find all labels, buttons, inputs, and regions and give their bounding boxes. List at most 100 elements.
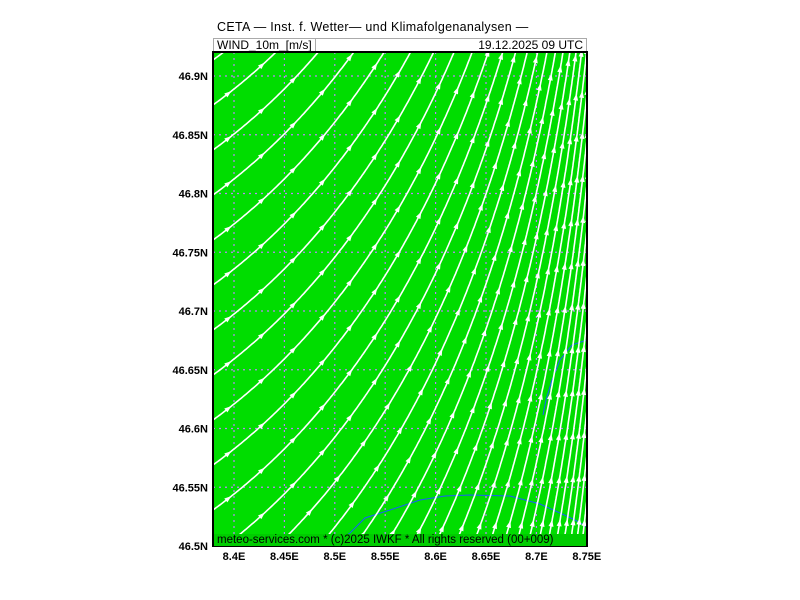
arrowhead xyxy=(526,126,532,134)
arrowhead xyxy=(548,476,554,484)
arrowhead xyxy=(435,217,441,225)
arrowhead xyxy=(435,172,441,180)
streamline xyxy=(213,52,355,196)
arrowhead xyxy=(554,349,560,357)
arrowhead xyxy=(565,58,571,67)
arrowhead xyxy=(485,225,491,234)
streamline xyxy=(213,13,216,15)
arrowhead xyxy=(346,99,353,107)
arrowhead xyxy=(505,119,510,127)
arrowhead xyxy=(416,32,421,39)
streamline xyxy=(213,52,490,466)
arrowhead xyxy=(487,401,492,410)
arrowhead xyxy=(224,136,232,143)
lat-tick-label: 46.65N xyxy=(173,365,209,377)
arrowhead xyxy=(431,451,437,459)
arrowhead xyxy=(224,226,232,233)
arrowhead xyxy=(581,387,587,396)
arrowhead xyxy=(576,474,582,482)
arrowhead xyxy=(514,356,520,365)
arrowhead xyxy=(569,389,575,397)
lon-tick-label: 8.6E xyxy=(424,551,447,563)
streamline xyxy=(575,446,587,546)
arrowhead xyxy=(445,285,451,293)
arrowhead xyxy=(545,267,551,275)
arrowhead xyxy=(257,287,265,295)
arrowhead xyxy=(573,93,579,101)
arrowhead xyxy=(346,414,353,422)
arrowhead xyxy=(371,377,378,386)
arrowhead xyxy=(582,562,587,569)
arrowhead xyxy=(506,520,511,529)
arrowhead xyxy=(574,218,580,226)
arrowhead xyxy=(289,301,297,309)
streamline xyxy=(580,491,587,546)
arrowhead xyxy=(561,262,567,270)
arrowhead xyxy=(462,244,468,253)
arrowhead xyxy=(516,437,522,445)
lat-tick-label: 46.8N xyxy=(179,189,208,201)
arrowhead xyxy=(396,426,403,435)
arrowhead xyxy=(557,562,562,569)
arrowhead xyxy=(527,34,532,41)
arrowhead xyxy=(579,131,585,140)
arrowhead xyxy=(575,431,581,439)
arrowhead xyxy=(499,183,505,192)
arrowhead xyxy=(289,346,297,354)
arrowhead xyxy=(557,65,563,73)
arrowhead xyxy=(575,345,581,353)
arrowhead xyxy=(318,358,326,366)
streamline xyxy=(471,52,583,546)
arrowhead xyxy=(373,464,380,472)
arrowhead xyxy=(444,377,450,385)
arrowhead xyxy=(484,94,490,102)
arrowhead xyxy=(579,90,585,99)
arrowhead xyxy=(411,490,417,498)
arrowhead xyxy=(502,399,508,407)
arrowhead xyxy=(289,256,297,264)
arrowhead xyxy=(318,313,326,321)
arrowhead xyxy=(415,526,422,535)
arrowhead xyxy=(257,62,265,70)
arrowhead xyxy=(469,180,475,189)
arrowhead xyxy=(453,86,459,95)
arrowhead xyxy=(305,508,313,516)
copyright-footer: meteo-services.com * (c)2025 IWKF * All … xyxy=(214,534,586,546)
arrowhead xyxy=(554,306,560,314)
arrowhead xyxy=(333,567,339,574)
arrowhead xyxy=(484,139,490,147)
arrowhead xyxy=(537,392,543,400)
arrowhead xyxy=(224,496,232,503)
arrowhead xyxy=(472,443,478,451)
arrowhead xyxy=(426,325,433,333)
arrowhead xyxy=(529,159,535,168)
arrowhead xyxy=(481,328,487,337)
lat-tick-label: 46.9N xyxy=(179,71,208,83)
arrowhead xyxy=(334,475,341,483)
arrowhead xyxy=(489,441,494,449)
arrowhead xyxy=(478,563,483,570)
arrowhead xyxy=(289,391,297,399)
arrowhead xyxy=(406,364,413,372)
arrowhead xyxy=(466,370,471,378)
arrowhead xyxy=(505,479,510,487)
lon-tick-label: 8.45E xyxy=(270,551,299,563)
arrowhead xyxy=(348,500,355,508)
arrowhead xyxy=(498,52,503,61)
map-frame xyxy=(212,51,588,547)
arrowhead xyxy=(546,349,552,357)
arrowhead xyxy=(563,518,569,527)
arrowhead xyxy=(562,389,568,398)
arrowhead xyxy=(529,519,535,528)
arrowhead xyxy=(581,518,587,527)
streamline xyxy=(515,131,587,546)
arrowhead xyxy=(578,52,584,58)
arrowhead xyxy=(569,346,575,354)
streamline xyxy=(213,52,504,511)
arrowhead xyxy=(346,234,353,242)
arrowhead xyxy=(318,403,326,411)
arrowhead xyxy=(394,115,401,123)
arrowhead xyxy=(500,359,506,368)
arrowhead xyxy=(493,563,498,570)
arrowhead xyxy=(549,108,555,116)
